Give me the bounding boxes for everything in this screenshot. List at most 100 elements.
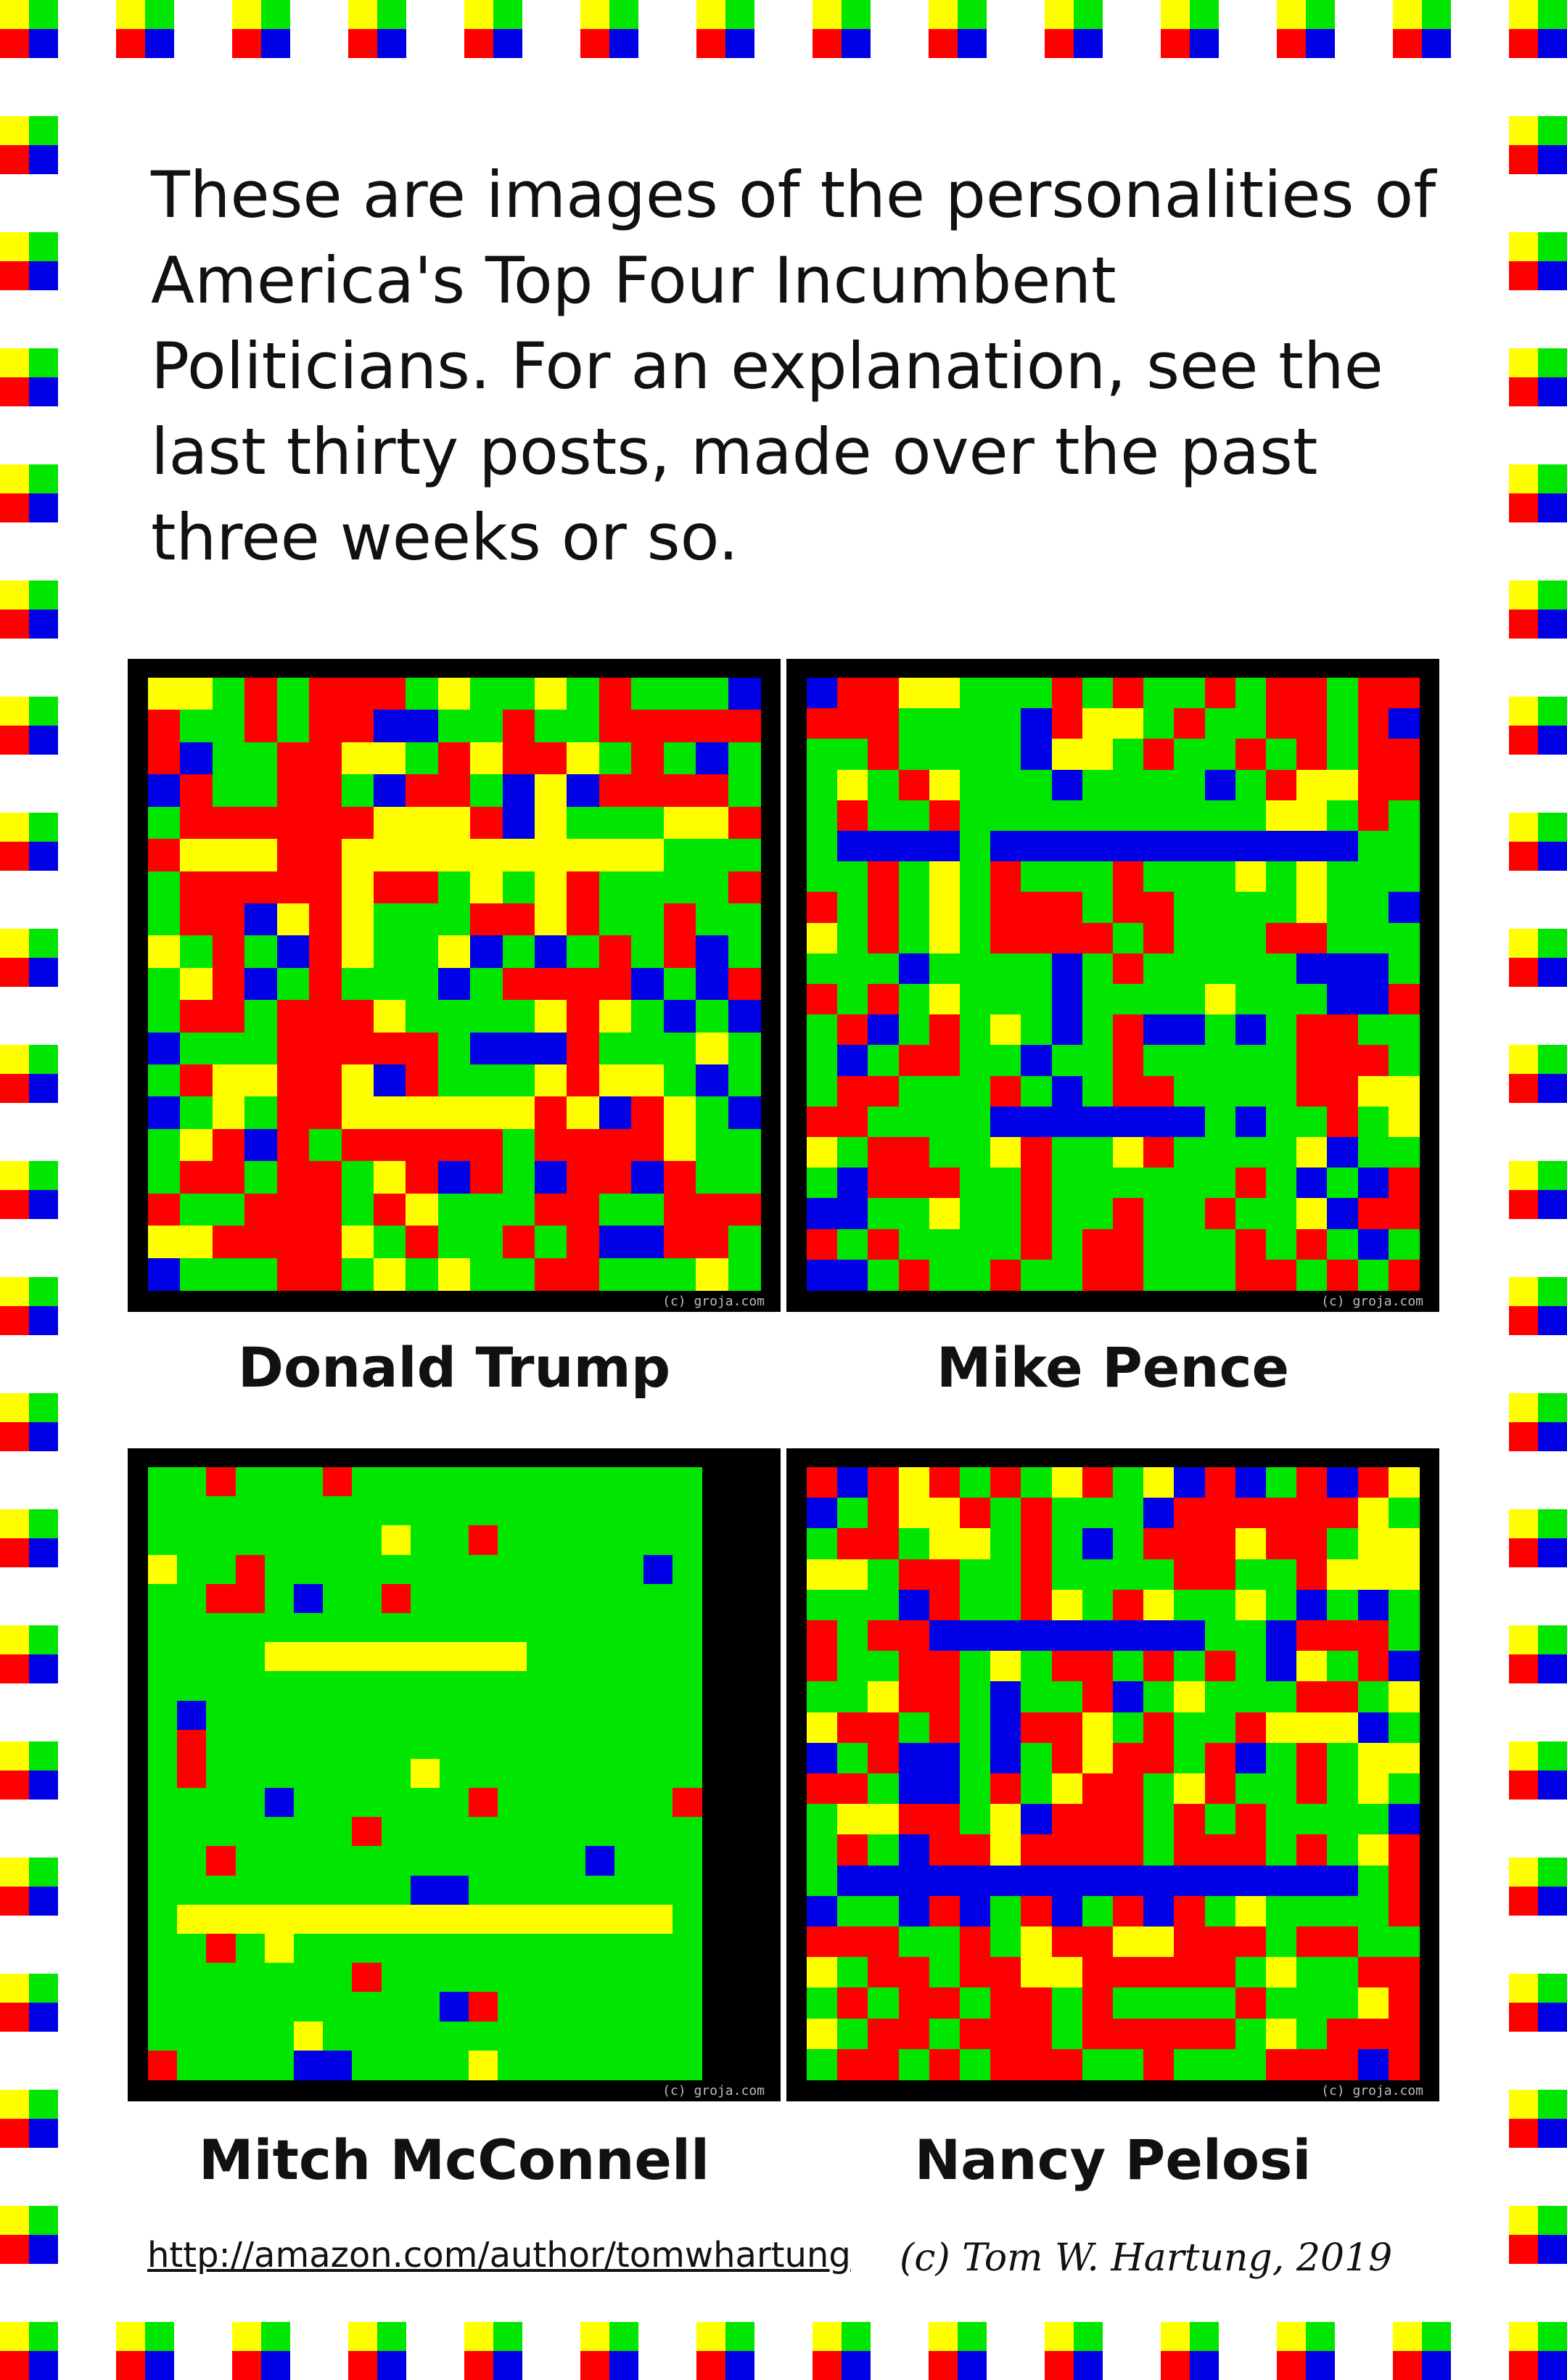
four-color-square-icon [0,580,58,639]
grid-cell [837,1075,868,1107]
grid-cell [1174,739,1206,771]
grid-cell [614,1612,644,1643]
grid-cell [696,742,729,775]
grid-cell [1388,1589,1420,1621]
four-color-square-icon [1161,2322,1219,2380]
grid-cell [1266,1957,1297,1988]
grid-cell [293,1904,324,1934]
grid-cell [437,871,471,904]
grid-cell [1174,1834,1206,1866]
grid-cell [437,839,471,872]
grid-cell [341,1128,374,1162]
grid-cell [498,1612,528,1643]
grid-cell [837,2018,868,2050]
grid-cell [1266,708,1297,739]
grid-cell [177,1875,207,1905]
grid-cell [1204,1681,1236,1713]
grid-cell [1266,1137,1297,1168]
grid-cell [309,1128,342,1162]
grid-cell [1204,1895,1236,1927]
grid-cell [1235,1559,1267,1591]
grid-cell [1051,1228,1083,1260]
grid-cell [837,1651,868,1682]
intro-text: These are images of the personalities of… [151,157,1436,575]
grid-cell [470,935,503,969]
grid-cell [1051,1712,1083,1744]
grid-cell [276,1161,310,1194]
grid-cell [1235,800,1267,832]
grid-cell [990,1014,1021,1046]
grid-cell [1266,1681,1297,1713]
grid-cell [1266,922,1297,954]
grid-cell [381,1875,411,1905]
grid-cell [309,935,342,969]
grid-cell [1113,922,1144,954]
grid-cell [1235,1620,1267,1651]
grid-cell [1113,1712,1144,1744]
grid-cell [1021,1228,1053,1260]
grid-cell [696,678,729,711]
grid-cell [1113,800,1144,832]
grid-cell [309,742,342,775]
grid-cell [696,935,729,969]
grid-cell [1327,2018,1359,2050]
grid-cell [929,1168,961,1199]
grid-cell [309,1064,342,1098]
grid-cell [309,1161,342,1194]
grid-cell [1204,831,1236,862]
grid-cell [614,1496,644,1526]
grid-cell [837,1620,868,1651]
grid-cell [1051,1137,1083,1168]
author-link[interactable]: http://amazon.com/author/tomwhartung [147,2235,851,2276]
grid-cell [898,1198,930,1230]
grid-cell [1296,1467,1328,1498]
grid-cell [1296,1895,1328,1927]
grid-cell [1296,1773,1328,1805]
grid-cell [212,1193,245,1226]
grid-cell [323,1554,353,1585]
grid-cell [807,1742,838,1774]
grid-cell [1082,1528,1114,1560]
grid-cell [1021,739,1053,771]
grid-cell [323,1817,353,1847]
grid-cell [807,769,838,801]
grid-cell [177,1788,207,1818]
grid-cell [498,1467,528,1497]
grid-cell [341,806,374,840]
grid-cell [1388,1528,1420,1560]
grid-cell [502,839,535,872]
grid-cell [1021,1528,1053,1560]
grid-cell [960,1045,991,1077]
grid-cell [631,935,665,969]
grid-cell [929,800,961,832]
grid-cell [381,1525,411,1556]
grid-cell [696,1032,729,1065]
grid-cell [990,1895,1021,1927]
grid-cell [1082,861,1114,892]
grid-cell [437,1096,471,1130]
grid-cell [868,892,900,924]
grid-cell [898,1075,930,1107]
grid-cell [1204,1987,1236,2019]
grid-cell [406,1096,439,1130]
grid-cell [1235,1137,1267,1168]
grid-cell [1082,1014,1114,1046]
grid-cell [1266,2048,1297,2080]
grid-cell [235,1554,266,1585]
grid-cell [643,2050,674,2080]
grid-cell [293,1671,324,1702]
grid-cell [527,1671,557,1702]
grid-cell [177,1467,207,1497]
grid-cell [410,1904,440,1934]
grid-cell [585,1992,615,2022]
grid-cell [469,1992,498,2022]
grid-cell [1143,678,1175,709]
four-color-square-icon [0,116,58,174]
grid-cell [868,1137,900,1168]
grid-cell [599,871,632,904]
grid-cell [276,1032,310,1065]
grid-cell [696,1096,729,1130]
panel-mitch-mcconnell: (c) groja.com [128,1448,781,2101]
grid-cell [1113,984,1144,1015]
grid-cell [990,1681,1021,1713]
